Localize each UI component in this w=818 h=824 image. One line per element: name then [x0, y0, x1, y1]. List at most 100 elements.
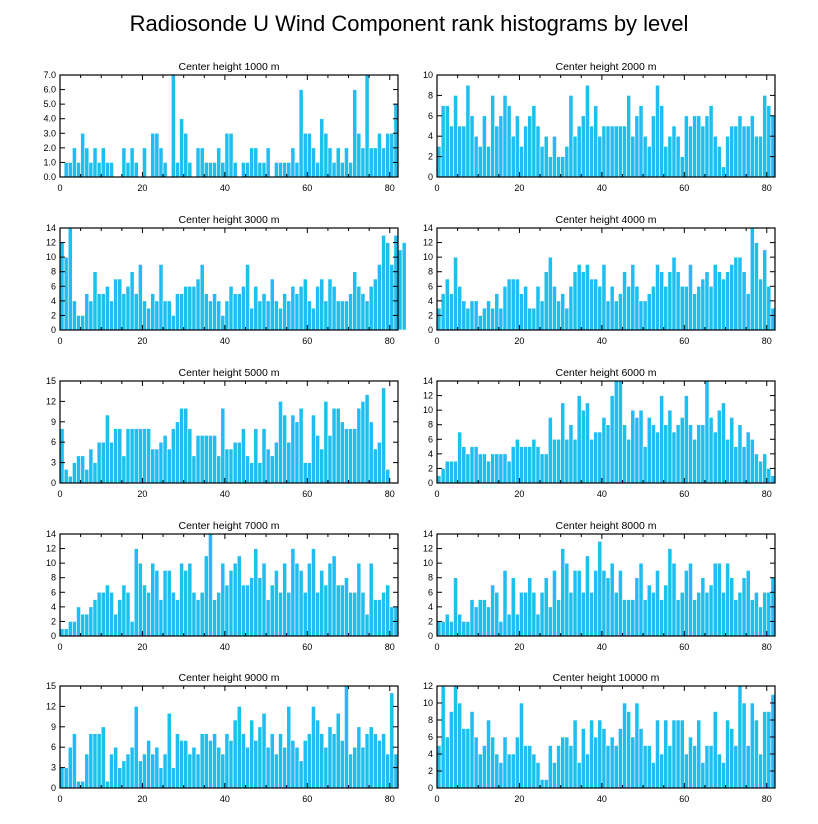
- bar: [535, 613, 541, 637]
- bar: [762, 591, 768, 637]
- bar: [67, 227, 73, 331]
- bar: [76, 315, 81, 331]
- bar: [556, 745, 561, 789]
- bar: [282, 293, 288, 331]
- bar: [745, 431, 751, 484]
- bar: [721, 278, 726, 331]
- bar: [556, 156, 561, 178]
- bar: [564, 736, 570, 789]
- bar: [397, 249, 403, 331]
- bar: [175, 293, 180, 331]
- bar: [589, 719, 594, 789]
- bar: [749, 227, 755, 331]
- bar: [352, 746, 358, 789]
- bar: [249, 147, 255, 178]
- bar: [84, 613, 90, 637]
- bar: [770, 694, 776, 789]
- bar: [261, 293, 267, 331]
- bar: [377, 599, 382, 637]
- bar: [618, 293, 623, 331]
- bar: [712, 135, 718, 178]
- bar: [453, 685, 458, 789]
- bar: [216, 300, 222, 331]
- bar: [162, 162, 168, 178]
- bar: [150, 132, 156, 178]
- bar: [762, 453, 768, 484]
- bar: [133, 293, 139, 331]
- bar: [716, 146, 722, 178]
- panels-container: Center height 1000 m0 20 40 60 800.01.02.03.…: [43, 61, 776, 804]
- bar: [138, 760, 143, 789]
- y-tick-label: 3: [51, 763, 56, 773]
- y-tick-label: 12: [46, 544, 56, 554]
- bar: [605, 424, 611, 484]
- bar: [162, 300, 168, 331]
- bar: [609, 562, 615, 637]
- bar: [323, 584, 329, 637]
- bar-series: [436, 84, 776, 178]
- bar: [232, 162, 238, 178]
- bar: [216, 147, 222, 178]
- bar: [597, 431, 603, 484]
- bar: [368, 726, 374, 789]
- bar: [618, 728, 623, 789]
- bar: [696, 424, 702, 484]
- x-tick-label: 40: [220, 642, 230, 652]
- bar: [461, 446, 467, 484]
- bar: [568, 745, 574, 789]
- bar: [360, 147, 366, 178]
- bar: [290, 285, 296, 331]
- bar: [766, 285, 772, 331]
- y-tick-label: 10: [423, 405, 433, 415]
- bar: [253, 147, 259, 178]
- bar: [506, 278, 512, 331]
- bar: [725, 271, 730, 331]
- bar: [100, 441, 106, 484]
- bar: [377, 264, 382, 331]
- bar: [436, 745, 442, 789]
- bar: [568, 591, 574, 637]
- bar: [220, 753, 226, 789]
- y-tick-label: 2: [428, 616, 433, 626]
- bar: [523, 745, 528, 789]
- bar: [302, 740, 308, 789]
- bar: [568, 424, 574, 484]
- bar-series: [436, 685, 776, 789]
- bar: [766, 711, 772, 789]
- bar: [449, 460, 454, 484]
- bar: [539, 779, 545, 789]
- bar: [576, 125, 582, 178]
- bar: [473, 736, 479, 789]
- bar: [84, 147, 90, 178]
- bar: [494, 753, 500, 789]
- bar: [59, 767, 65, 789]
- y-tick-label: 15: [46, 681, 56, 691]
- bar: [92, 147, 98, 178]
- bar: [539, 591, 545, 637]
- bar: [80, 455, 86, 484]
- panel-5: Center height 5000 m 0 20 40 60 80 0 3 6 9 12 15: [46, 367, 399, 499]
- bar: [199, 147, 205, 178]
- bar: [580, 409, 586, 484]
- bar: [265, 599, 271, 637]
- x-tick-label: 20: [137, 642, 147, 652]
- bar: [655, 264, 660, 331]
- bar: [605, 300, 611, 331]
- bar: [465, 307, 471, 331]
- bar: [179, 118, 184, 178]
- y-tick-label: 15: [46, 376, 56, 386]
- x-tick-label: 40: [220, 336, 230, 346]
- bar: [274, 300, 279, 331]
- bar: [364, 613, 370, 637]
- bar: [646, 417, 652, 484]
- bar: [187, 285, 193, 331]
- bar: [352, 591, 358, 637]
- bar: [502, 736, 508, 789]
- bar: [389, 692, 395, 789]
- bar: [671, 431, 677, 484]
- bar: [385, 584, 391, 637]
- y-tick-label: 0: [428, 631, 433, 641]
- bar: [76, 606, 81, 637]
- bar: [605, 745, 611, 789]
- bar: [597, 719, 603, 789]
